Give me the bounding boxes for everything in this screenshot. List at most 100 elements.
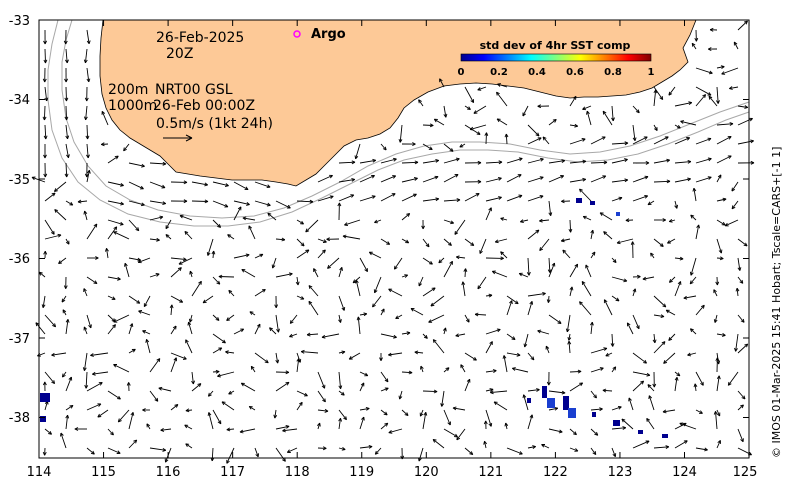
current-vector-head bbox=[430, 302, 435, 307]
current-vector bbox=[374, 276, 382, 293]
current-vector-head bbox=[185, 339, 189, 344]
current-vector bbox=[665, 309, 676, 316]
current-vector bbox=[716, 174, 722, 183]
current-vector bbox=[217, 371, 235, 377]
current-vector-head bbox=[43, 135, 48, 140]
current-vector bbox=[399, 390, 403, 400]
current-vector-head bbox=[688, 101, 693, 106]
current-vector-head bbox=[727, 155, 732, 159]
current-vector-head bbox=[448, 242, 452, 246]
current-vector bbox=[422, 257, 433, 265]
current-vector bbox=[695, 94, 706, 107]
current-vector bbox=[653, 341, 666, 354]
current-vector bbox=[632, 288, 636, 297]
current-vector-head bbox=[43, 59, 48, 64]
current-vector bbox=[84, 210, 88, 221]
current-vector bbox=[359, 416, 365, 430]
current-vector-head bbox=[687, 177, 691, 182]
current-vector-head bbox=[654, 127, 658, 131]
current-vector-head bbox=[500, 217, 505, 221]
current-vector bbox=[267, 212, 277, 221]
current-vector bbox=[242, 217, 256, 221]
current-vector bbox=[60, 432, 67, 449]
current-vector-head bbox=[43, 250, 48, 255]
current-vector-head bbox=[50, 230, 55, 235]
current-vector bbox=[585, 264, 592, 278]
current-vector bbox=[527, 158, 544, 164]
current-vector bbox=[128, 200, 145, 206]
current-vector bbox=[54, 209, 67, 221]
current-vector-head bbox=[165, 225, 170, 230]
current-vector bbox=[212, 276, 221, 285]
current-vector bbox=[716, 257, 724, 260]
current-vector bbox=[296, 249, 310, 259]
current-vector bbox=[485, 388, 494, 392]
current-vector-head bbox=[113, 319, 118, 323]
current-vector bbox=[374, 219, 382, 223]
current-vector-head bbox=[51, 380, 56, 385]
current-vector bbox=[401, 371, 413, 374]
current-vector-head bbox=[295, 281, 300, 286]
current-vector-head bbox=[286, 449, 291, 453]
current-vector-head bbox=[145, 339, 150, 343]
current-vector-head bbox=[65, 135, 70, 140]
current-vector bbox=[611, 142, 629, 145]
current-vector bbox=[313, 268, 319, 278]
current-vector-head bbox=[93, 223, 98, 228]
current-vector-head bbox=[224, 203, 229, 208]
current-vector-head bbox=[624, 141, 629, 146]
current-vector bbox=[338, 194, 354, 202]
current-vector-head bbox=[743, 20, 748, 25]
current-vector bbox=[272, 257, 277, 269]
current-vector-head bbox=[38, 271, 43, 276]
current-vector-head bbox=[721, 71, 726, 75]
current-vector bbox=[464, 86, 474, 103]
current-vector bbox=[178, 257, 193, 265]
current-vector bbox=[485, 370, 497, 373]
current-vector bbox=[301, 351, 319, 354]
current-vector bbox=[602, 389, 613, 392]
current-vector bbox=[128, 295, 141, 304]
current-vector bbox=[170, 267, 182, 278]
current-vector bbox=[233, 200, 250, 206]
current-vector-head bbox=[309, 199, 314, 204]
current-vector-head bbox=[535, 132, 540, 137]
current-vector-head bbox=[61, 373, 66, 378]
current-vector bbox=[628, 397, 634, 411]
current-vector-head bbox=[321, 249, 326, 254]
current-vector bbox=[725, 219, 739, 227]
current-vector-head bbox=[117, 395, 121, 400]
current-vector bbox=[380, 238, 390, 245]
x-tick-123: 123 bbox=[608, 465, 633, 480]
current-vector bbox=[221, 401, 235, 411]
current-vector bbox=[713, 289, 718, 297]
current-vector-head bbox=[423, 411, 428, 416]
current-vector-head bbox=[215, 317, 220, 321]
current-vector-head bbox=[687, 159, 692, 164]
current-vector bbox=[569, 428, 577, 436]
current-vector bbox=[689, 276, 697, 285]
current-vector-head bbox=[466, 378, 471, 383]
current-vector bbox=[690, 328, 697, 335]
current-vector bbox=[611, 179, 628, 183]
current-vector-head bbox=[408, 370, 413, 375]
current-vector-head bbox=[537, 137, 542, 141]
current-vector bbox=[191, 383, 202, 392]
current-vector bbox=[250, 365, 256, 373]
current-vector-head bbox=[611, 117, 615, 122]
current-vector bbox=[338, 447, 346, 450]
current-vector-head bbox=[62, 309, 67, 314]
current-vector bbox=[479, 238, 487, 254]
current-vector-head bbox=[518, 451, 523, 455]
current-vector-head bbox=[731, 205, 736, 210]
current-vector bbox=[42, 295, 46, 308]
current-vector-head bbox=[731, 187, 736, 192]
current-vector-head bbox=[221, 401, 226, 406]
current-vector-head bbox=[691, 42, 696, 47]
current-vector-head bbox=[360, 382, 365, 387]
current-vector bbox=[443, 428, 458, 438]
current-vector bbox=[54, 181, 67, 192]
y-tick-36: -36 bbox=[9, 252, 30, 267]
current-vector bbox=[86, 382, 103, 392]
current-vector bbox=[191, 200, 209, 202]
